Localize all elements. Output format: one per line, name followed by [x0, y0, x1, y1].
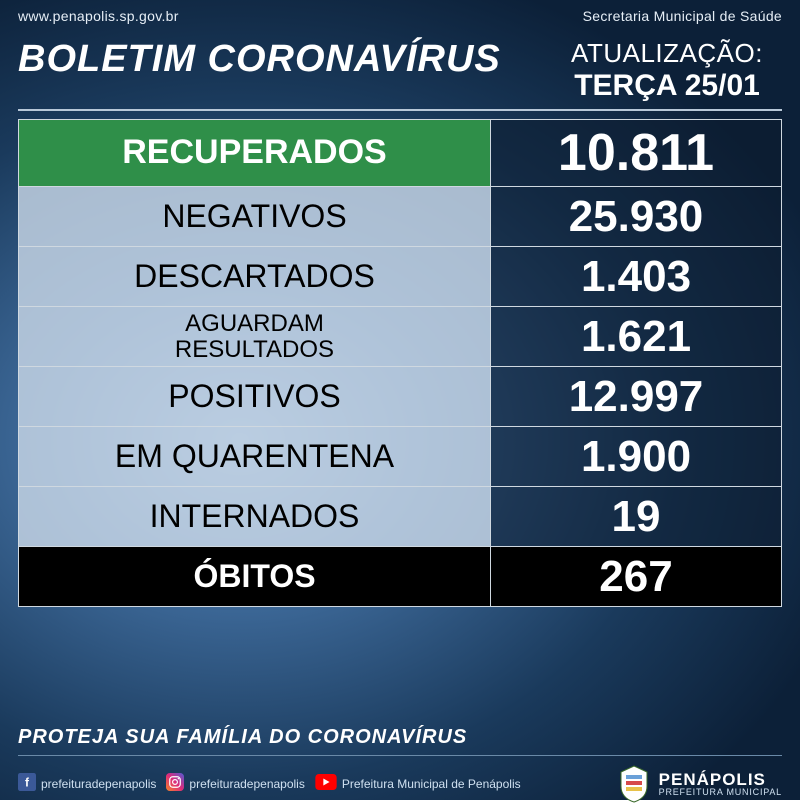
- table-row: NEGATIVOS 25.930: [19, 186, 781, 246]
- stat-label-cell: INTERNADOS: [19, 486, 491, 546]
- bulletin-root: www.penapolis.sp.gov.br Secretaria Munic…: [0, 0, 800, 800]
- top-bar: www.penapolis.sp.gov.br Secretaria Munic…: [0, 0, 800, 28]
- stat-label-cell: RECUPERADOS: [19, 120, 491, 186]
- stat-label-cell: POSITIVOS: [19, 366, 491, 426]
- stat-value: 1.621: [581, 312, 691, 362]
- stat-label-cell: DESCARTADOS: [19, 246, 491, 306]
- stat-value-cell: 267: [491, 546, 781, 606]
- title-divider: [18, 109, 782, 111]
- social-handle: prefeituradepenapolis: [41, 777, 156, 791]
- social-group: f prefeituradepenapolis: [18, 773, 156, 796]
- update-label: ATUALIZAÇÃO:: [552, 38, 782, 69]
- brand-sub: PREFEITURA MUNICIPAL: [659, 788, 782, 797]
- update-box: ATUALIZAÇÃO: TERÇA 25/01: [552, 38, 782, 103]
- stat-value: 1.900: [581, 432, 691, 482]
- footer: PROTEJA SUA FAMÍLIA DO CORONAVÍRUS fpref…: [0, 718, 800, 800]
- stat-label: NEGATIVOS: [162, 200, 346, 234]
- table-row: DESCARTADOS 1.403: [19, 246, 781, 306]
- brand: PENÁPOLIS PREFEITURA MUNICIPAL: [617, 764, 782, 804]
- stat-label: RECUPERADOS: [122, 135, 386, 171]
- stat-value-cell: 25.930: [491, 186, 781, 246]
- department-name: Secretaria Municipal de Saúde: [583, 8, 782, 24]
- stat-value: 267: [599, 552, 672, 602]
- stat-label: INTERNADOS: [150, 500, 360, 534]
- stat-label-cell: EM QUARENTENA: [19, 426, 491, 486]
- stat-value-cell: 1.403: [491, 246, 781, 306]
- stat-value: 25.930: [569, 192, 704, 242]
- crest-icon: [617, 764, 651, 804]
- stat-value-cell: 19: [491, 486, 781, 546]
- social-group: prefeituradepenapolis: [166, 773, 304, 796]
- stat-label: AGUARDAMRESULTADOS: [175, 311, 334, 361]
- stat-label: ÓBITOS: [193, 560, 315, 594]
- stat-label-cell: ÓBITOS: [19, 546, 491, 606]
- table-row: INTERNADOS 19: [19, 486, 781, 546]
- stat-label-cell: NEGATIVOS: [19, 186, 491, 246]
- stat-label: DESCARTADOS: [134, 260, 375, 294]
- stat-label: POSITIVOS: [168, 380, 340, 414]
- social-handle: prefeituradepenapolis: [189, 777, 304, 791]
- update-date: TERÇA 25/01: [552, 69, 782, 103]
- title-row: BOLETIM CORONAVÍRUS ATUALIZAÇÃO: TERÇA 2…: [0, 28, 800, 109]
- social-group: Prefeitura Municipal de Penápolis: [315, 774, 521, 795]
- stat-label: EM QUARENTENA: [115, 440, 394, 474]
- instagram-icon: [166, 773, 184, 796]
- brand-name: PENÁPOLIS: [659, 771, 782, 788]
- table-row: RECUPERADOS 10.811: [19, 120, 781, 186]
- stat-value-cell: 1.900: [491, 426, 781, 486]
- stat-value: 12.997: [569, 372, 704, 422]
- stat-value: 1.403: [581, 252, 691, 302]
- stat-value-cell: 1.621: [491, 306, 781, 366]
- footer-tagline: PROTEJA SUA FAMÍLIA DO CORONAVÍRUS: [18, 726, 782, 749]
- brand-text: PENÁPOLIS PREFEITURA MUNICIPAL: [659, 771, 782, 797]
- stat-value: 19: [612, 492, 661, 542]
- social-handle: Prefeitura Municipal de Penápolis: [342, 777, 521, 791]
- stat-value: 10.811: [558, 123, 714, 183]
- footer-bottom: f prefeituradepenapolis prefeituradepenapo…: [18, 764, 782, 804]
- stats-table: RECUPERADOS10.811NEGATIVOS25.930DESCARTA…: [18, 119, 782, 607]
- table-row: EM QUARENTENA 1.900: [19, 426, 781, 486]
- stat-value-cell: 10.811: [491, 120, 781, 186]
- table-row: POSITIVOS 12.997: [19, 366, 781, 426]
- stat-value-cell: 12.997: [491, 366, 781, 426]
- youtube-icon: [315, 774, 337, 795]
- table-row: AGUARDAMRESULTADOS 1.621: [19, 306, 781, 366]
- footer-divider: [18, 755, 782, 756]
- stat-label-cell: AGUARDAMRESULTADOS: [19, 306, 491, 366]
- website-url: www.penapolis.sp.gov.br: [18, 8, 179, 24]
- page-title: BOLETIM CORONAVÍRUS: [18, 38, 534, 81]
- table-row: ÓBITOS 267: [19, 546, 781, 606]
- facebook-icon: f: [18, 773, 36, 796]
- socials: f prefeituradepenapolis prefeituradepenapo…: [18, 773, 521, 796]
